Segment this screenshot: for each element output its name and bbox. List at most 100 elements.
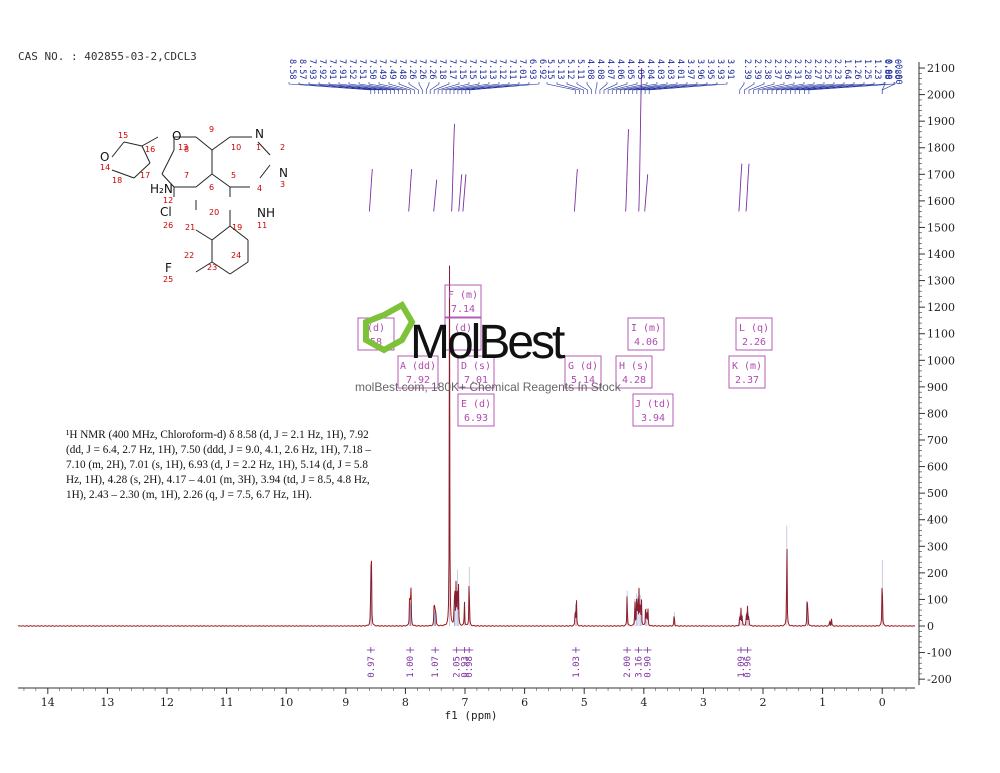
integral-value: 1.00 (406, 656, 416, 678)
peak-label-leader (624, 82, 668, 94)
peak-label-leader (586, 82, 592, 94)
atom-label: 25 (163, 275, 173, 284)
atom-label: Cl (160, 205, 172, 219)
peak-label: 4.05 (635, 59, 645, 79)
peak-label: 2.36 (782, 59, 792, 79)
atom-label: 16 (145, 145, 155, 154)
x-tick-label: 4 (640, 696, 647, 709)
atom-label: 5 (231, 171, 236, 180)
y-tick-label: 2100 (927, 62, 955, 75)
peak-label-leader (566, 82, 584, 94)
bond (211, 261, 231, 275)
peak-labels: 8.58 8.57 7.93 7.92 7.91 7.91 7.52 7.51 7.50 7.49… (287, 59, 903, 94)
multiplet-label: L (q) (739, 323, 769, 334)
peak-label-leader (425, 82, 430, 94)
bond (111, 141, 125, 158)
peak-label: 7.15 (457, 59, 467, 79)
integral-curve (433, 179, 438, 212)
bond (257, 141, 271, 156)
y-tick-label: 400 (927, 514, 948, 527)
integral-curve (638, 67, 643, 212)
peak-label: 1.25 (862, 59, 872, 79)
peak-label: 2.39 (742, 59, 752, 79)
multiplet-shift: 3.94 (641, 413, 665, 424)
peak-label: 7.50 (367, 59, 377, 79)
peak-label-leader (620, 82, 658, 94)
multiplet-annotations: (d)58A (dd)7.92F (m)7.14(d)D (s)7.01E (d… (357, 284, 773, 427)
peak-label: 7.91 (327, 59, 337, 79)
peak-label-leader (808, 82, 895, 94)
peak-label-leader (308, 82, 380, 94)
atom-label: 17 (140, 171, 150, 180)
peak-label-leader (457, 82, 510, 94)
atom-label: 26 (163, 221, 173, 230)
peak-label-leader (546, 82, 576, 94)
multiplet-label: I (m) (631, 323, 661, 334)
peak-label: 3.91 (725, 59, 735, 79)
peak-label-leader (461, 82, 520, 94)
peak-label: 7.93 (307, 59, 317, 79)
peak-label: 2.31 (792, 59, 802, 79)
nmr-description: ¹H NMR (400 MHz, Chloroform-d) δ 8.58 (d… (66, 429, 372, 501)
peak-label-leader (776, 82, 825, 94)
y-tick-label: 500 (927, 487, 948, 500)
y-tick-label: 1900 (927, 115, 955, 128)
atom-label: 2 (280, 143, 285, 152)
peak-label-leader (804, 82, 885, 94)
integral-curve (458, 174, 463, 212)
integral-value: 2.05 (453, 656, 463, 678)
atom-label: 8 (184, 145, 189, 154)
atom-label: 23 (207, 263, 217, 272)
y-tick-label: 200 (927, 567, 948, 580)
peak-label-leader (441, 82, 470, 94)
x-tick-label: 1 (819, 696, 826, 709)
y-tick-label: 1000 (927, 354, 955, 367)
x-tick-label: 14 (41, 696, 55, 709)
peak-label: 2.23 (832, 59, 842, 79)
y-tick-label: 1400 (927, 248, 955, 261)
integral-curve (738, 163, 743, 212)
x-tick-label: 7 (462, 696, 469, 709)
bond (133, 162, 151, 179)
peak-label: 7.26 (417, 59, 427, 79)
multiplet-box (457, 393, 495, 427)
peak-label-leader (599, 82, 608, 94)
peak-label-leader (449, 82, 490, 94)
integral-value: 2.00 (623, 656, 633, 678)
peak-label-leader (437, 82, 460, 94)
peak-label-leader (794, 82, 865, 94)
x-tick-label: 9 (342, 696, 349, 709)
peak-label: 3.97 (685, 59, 695, 79)
peak-label: 8.57 (297, 59, 307, 79)
x-tick-label: 13 (100, 696, 114, 709)
peak-label: 3.95 (705, 59, 715, 79)
peak-label-leader (453, 82, 500, 94)
peak-label-leader (445, 82, 480, 94)
peak-label-leader (771, 82, 815, 94)
x-tick-label: 5 (581, 696, 588, 709)
peak-label-leader (644, 82, 718, 94)
x-tick-label: 0 (879, 696, 886, 709)
multiplet-box (735, 317, 773, 351)
integral-curve (462, 174, 467, 212)
peak-label-leader (378, 82, 407, 94)
peak-label-leader (790, 82, 855, 94)
y-axis: 2100200019001800170016001500140013001200… (918, 62, 955, 686)
peak-label-leader (358, 82, 399, 94)
spectrum-trace (17, 265, 916, 627)
peak-label: 4.05 (625, 59, 635, 79)
integral-value: 3.16 (634, 656, 644, 678)
atom-label: 7 (184, 171, 189, 180)
peak-label-leader (780, 82, 835, 94)
peak-label-leader (595, 82, 598, 94)
peak-label-leader (785, 82, 845, 94)
peak-label-leader (318, 82, 384, 94)
peak-label: 2.28 (802, 59, 812, 79)
bond (111, 169, 135, 179)
y-tick-label: 1200 (927, 301, 955, 314)
atom-label: 4 (257, 184, 262, 193)
peak-label: 7.26 (427, 59, 437, 79)
multiplet-label: G (d) (568, 361, 598, 372)
peak-label: 7.52 (347, 59, 357, 79)
atom-label: 11 (257, 221, 267, 230)
